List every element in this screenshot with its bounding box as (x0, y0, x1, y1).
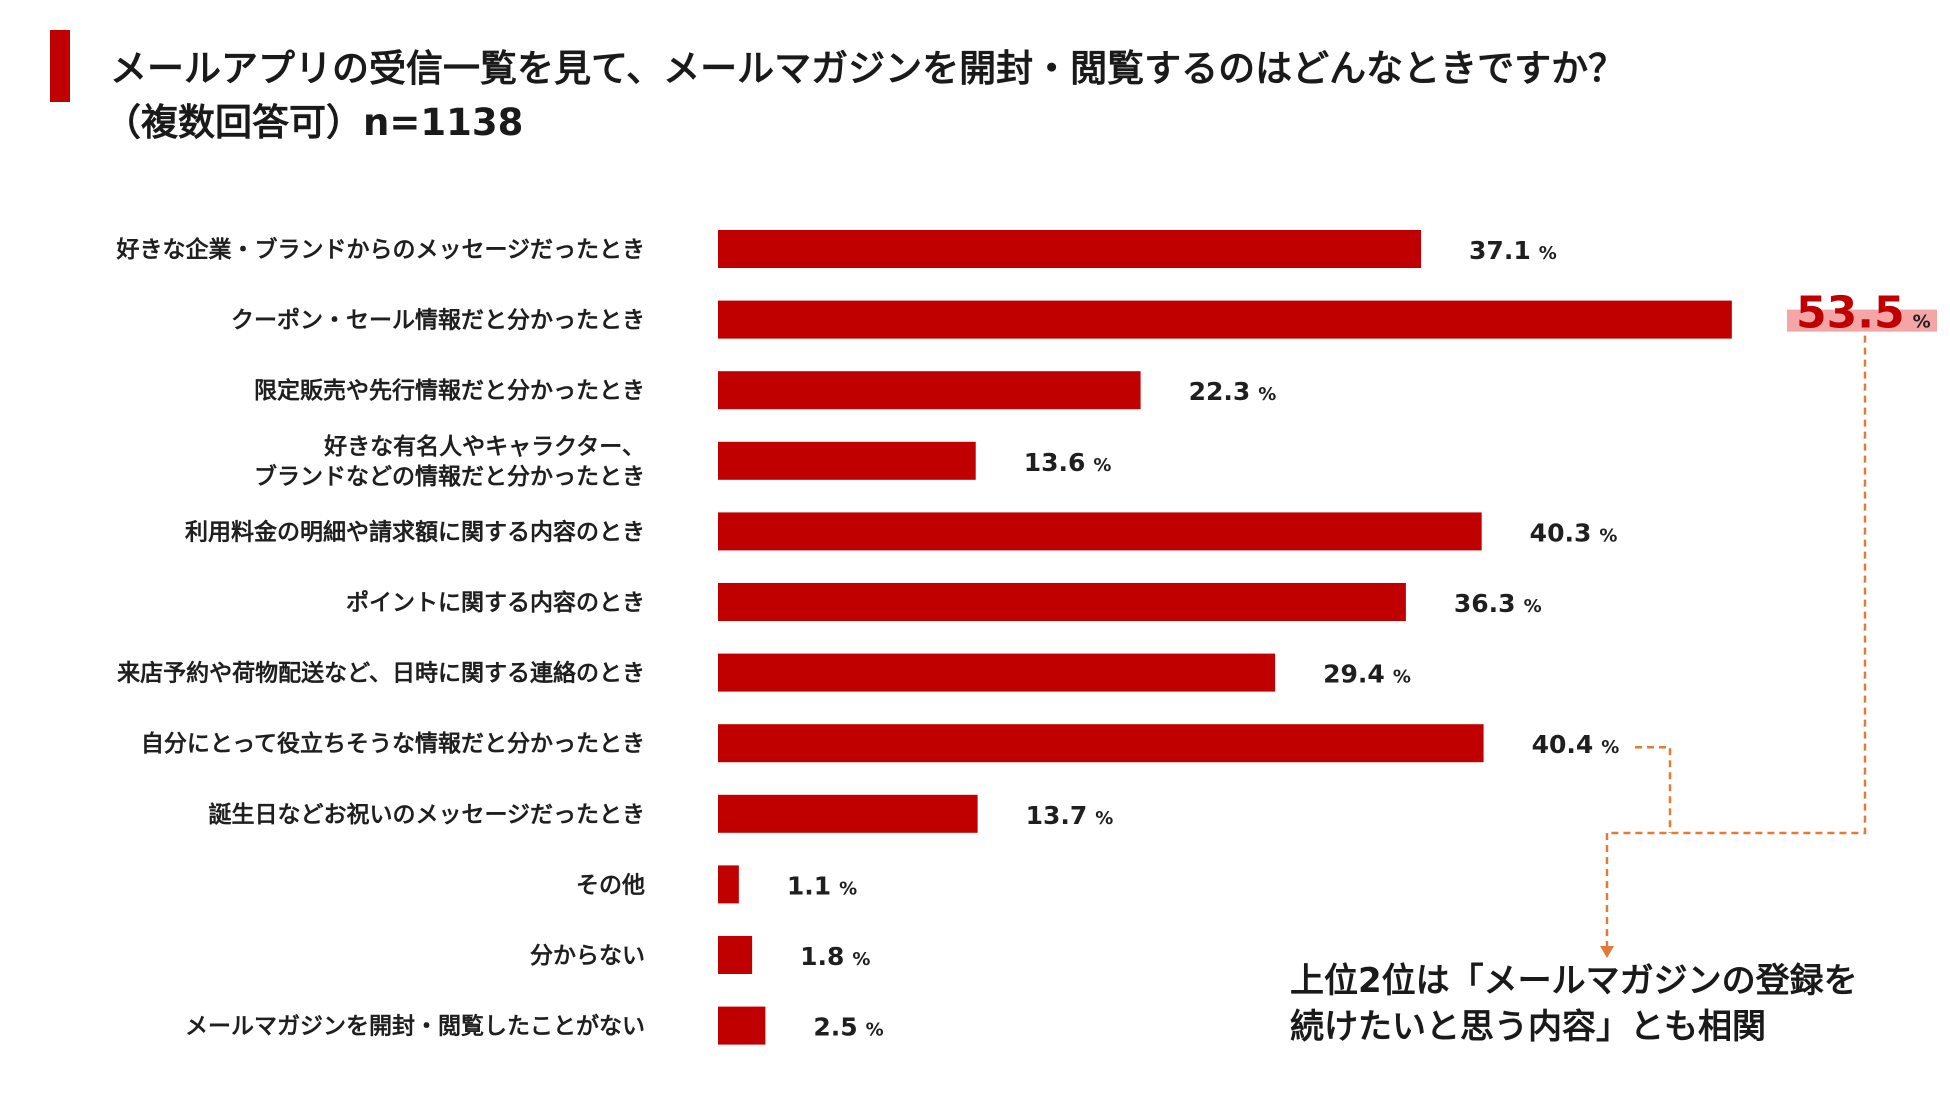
callout-text: 上位2位は「メールマガジンの登録を 続けたいと思う内容」とも相関 (1290, 958, 1858, 1050)
bar (718, 583, 1406, 621)
value-label: 1.1% (787, 871, 857, 900)
category-label: メールマガジンを開封・閲覧したことがない (185, 1013, 645, 1040)
callout-line-1: 上位2位は「メールマガジンの登録を (1290, 961, 1858, 1001)
highlight-marker (1787, 309, 1937, 332)
connector-line (1607, 335, 1867, 835)
value-label: 13.7% (1026, 801, 1114, 830)
bar (718, 936, 753, 974)
category-label: ブランドなどの情報だと分かったとき (254, 463, 645, 490)
category-label: 自分にとって役立ちそうな情報だと分かったとき (141, 730, 645, 757)
value-label: 13.6% (1024, 448, 1112, 477)
title-accent-bar (50, 30, 70, 102)
value-label: 2.5% (813, 1013, 883, 1042)
bar (718, 300, 1732, 339)
connector-line (1635, 745, 1672, 833)
value-label: 29.4% (1323, 660, 1411, 689)
bar (718, 1006, 766, 1045)
category-label: その他 (576, 872, 645, 898)
value-label: 40.4% (1532, 730, 1620, 759)
value-label: 37.1% (1469, 236, 1557, 265)
bar (718, 865, 739, 904)
value-label: 22.3% (1189, 377, 1277, 406)
value-label: 1.8% (800, 942, 870, 971)
category-label: ポイントに関する内容のとき (346, 589, 645, 616)
bar (718, 230, 1422, 268)
category-label: 好きな有名人やキャラクター、 (323, 433, 645, 460)
chart-title: メールアプリの受信一覧を見て、メールマガジンを開封・閲覧するのはどんなときですか… (110, 47, 1626, 90)
bar (718, 794, 978, 833)
category-label: 来店予約や荷物配送など、日時に関する連絡のとき (117, 660, 645, 687)
category-label: 好きな企業・ブランドからのメッセージだったとき (115, 236, 645, 263)
bar (718, 441, 976, 480)
bar (718, 653, 1276, 692)
bar (718, 371, 1141, 410)
chart-subtitle: （複数回答可）n=1138 (104, 101, 524, 144)
category-label: 利用料金の明細や請求額に関する内容のとき (185, 518, 645, 545)
category-label: 分からない (530, 943, 645, 969)
bar (718, 512, 1482, 551)
category-label: 誕生日などお祝いのメッセージだったとき (208, 801, 645, 828)
arrow-head (1600, 946, 1614, 958)
value-label: 40.3% (1530, 518, 1618, 547)
bar (718, 724, 1484, 763)
category-label: クーポン・セール情報だと分かったとき (231, 307, 645, 334)
callout-line-2: 続けたいと思う内容」とも相関 (1290, 1007, 1766, 1047)
category-label: 限定販売や先行情報だと分かったとき (254, 377, 645, 404)
value-label: 36.3% (1454, 589, 1542, 618)
